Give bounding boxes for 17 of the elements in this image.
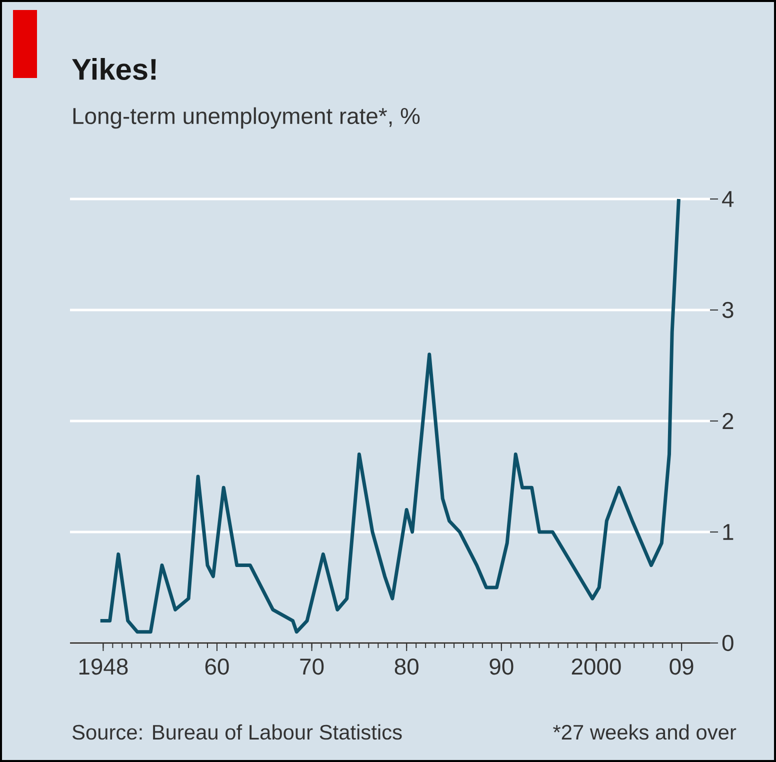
- y-tick-label: 0: [722, 634, 734, 652]
- x-tick-label: 80: [394, 658, 418, 675]
- y-tick-label: 4: [722, 191, 734, 207]
- y-tick-label: 1: [723, 524, 734, 540]
- source-note: Source: Bureau of Labour Statistics: [72, 724, 402, 740]
- x-tick-label: 70: [300, 658, 324, 675]
- x-tick-label: 09: [670, 658, 694, 675]
- x-tick-label: 60: [205, 658, 229, 675]
- y-tick-label: 3: [722, 302, 734, 318]
- chart-subtitle: Long-term unemployment rate*, %: [73, 107, 420, 129]
- text: *27 weeks and over: [553, 724, 736, 740]
- x-tick-label: 1948: [79, 658, 128, 675]
- chart-title: Yikes!: [72, 58, 156, 80]
- y-tick-label: 2: [722, 412, 734, 429]
- x-tick-label: 90: [490, 658, 514, 675]
- line-series: [98, 197, 680, 634]
- x-tick-label: 2000: [572, 658, 621, 675]
